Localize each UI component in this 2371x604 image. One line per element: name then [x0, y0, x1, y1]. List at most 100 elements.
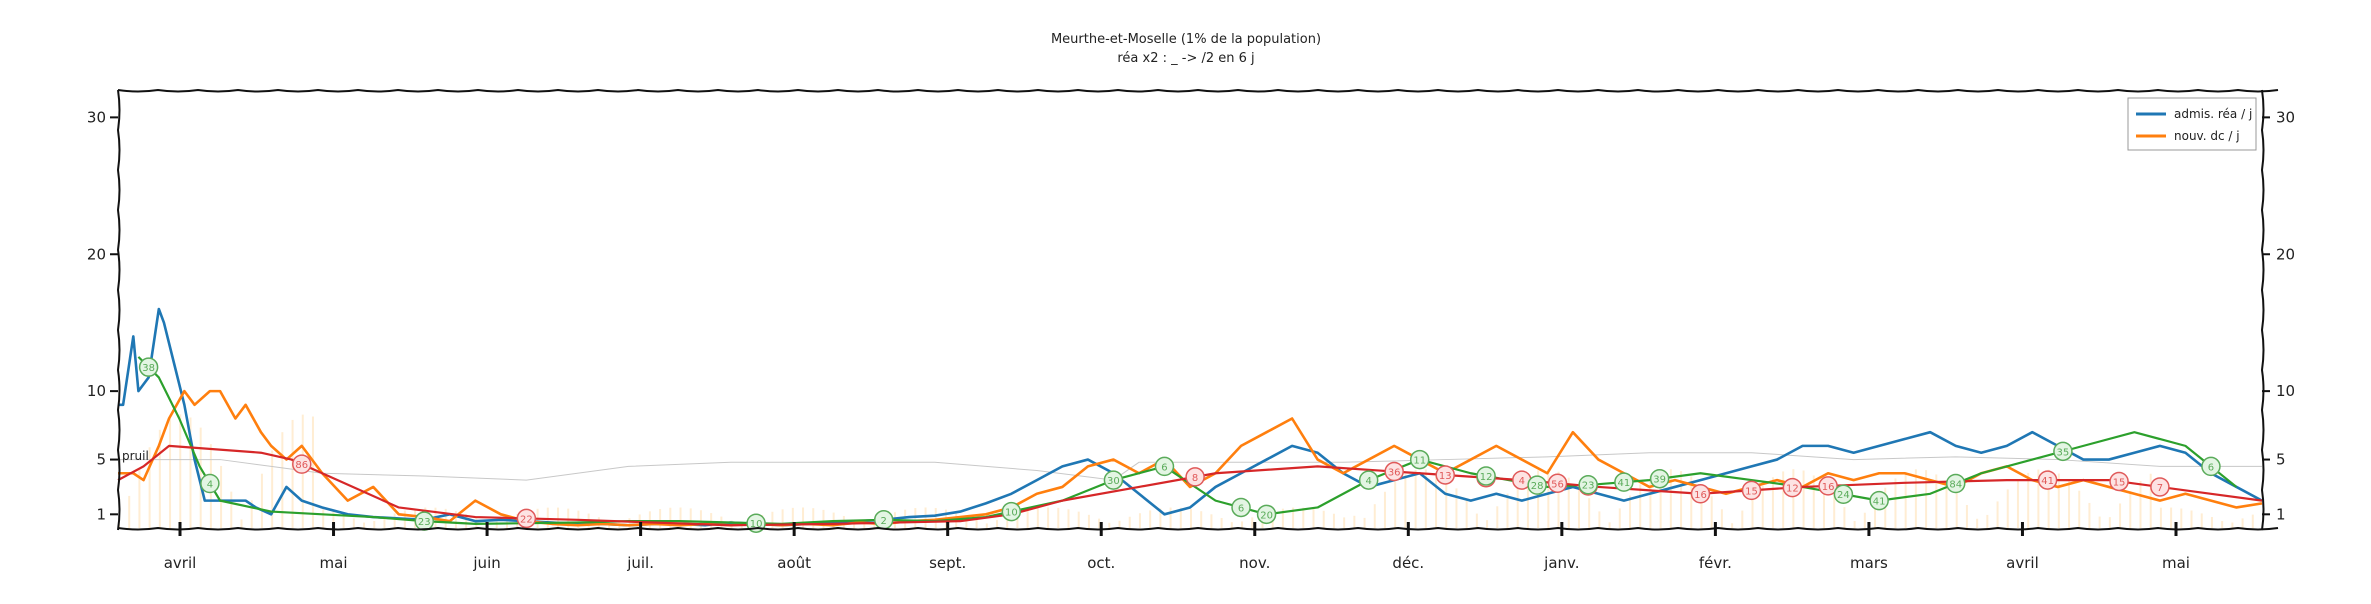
- background-bar: [1200, 511, 1203, 528]
- background-bar: [1904, 472, 1907, 528]
- background-bar: [1006, 516, 1009, 528]
- annotation-marker: [1384, 461, 1404, 482]
- annotation-label: 4: [1365, 476, 1371, 487]
- background-bar: [659, 509, 662, 528]
- annotation-marker: [2201, 456, 2221, 477]
- background-bar: [2251, 514, 2254, 528]
- background-bar: [546, 507, 549, 528]
- background-bar: [1629, 495, 1632, 528]
- y-tick-label-right: 30: [2276, 108, 2295, 126]
- annotation-label: 2: [881, 516, 887, 527]
- frame-left: [116, 89, 121, 531]
- x-tick-label: janv.: [1543, 554, 1579, 572]
- background-bar: [2180, 508, 2183, 528]
- annotation-label: 16: [1822, 482, 1835, 493]
- background-bar: [1680, 471, 1683, 528]
- annotation-marker: [1833, 484, 1854, 504]
- annotation-marker: [1649, 468, 1670, 489]
- background-bar: [1577, 486, 1580, 528]
- chart-title: Meurthe-et-Moselle (1% de la population): [1051, 32, 1321, 47]
- background-bar: [1598, 511, 1601, 528]
- annotation-marker: [2037, 470, 2058, 490]
- background-bar: [189, 417, 192, 528]
- background-bar: [1220, 518, 1223, 528]
- background-bar: [679, 507, 682, 528]
- background-bar: [965, 515, 968, 528]
- background-bar: [158, 429, 161, 528]
- annotation-label: 8: [1192, 473, 1198, 484]
- background-bar: [1639, 484, 1642, 528]
- x-tick-label: oct.: [1087, 554, 1115, 572]
- background-bar: [2221, 521, 2224, 528]
- background-bar: [1720, 509, 1723, 528]
- background-bar: [363, 522, 366, 528]
- background-bar: [179, 414, 182, 528]
- background-bar: [1618, 508, 1621, 528]
- annotation-label: 15: [2113, 477, 2126, 488]
- background-bar: [2006, 489, 2009, 528]
- background-bar: [2159, 507, 2162, 528]
- background-bar: [1874, 499, 1877, 528]
- annotation-marker: [1869, 490, 1889, 511]
- annotation-marker: [1103, 470, 1124, 490]
- background-bar: [128, 495, 131, 528]
- background-bar: [975, 519, 978, 528]
- background-bar: [342, 514, 345, 528]
- x-tick-label: nov.: [1239, 554, 1270, 572]
- background-bar: [1404, 474, 1407, 528]
- y-tick-label-left: 10: [87, 382, 106, 400]
- background-bar: [1343, 517, 1346, 528]
- annotation-marker: [200, 473, 220, 494]
- annotation-label: 38: [142, 363, 155, 374]
- y-tick-label-left: 1: [96, 505, 106, 523]
- x-tick-label: mai: [320, 554, 348, 572]
- background-bar: [1669, 469, 1672, 528]
- background-bar: [904, 509, 907, 528]
- background-bar: [1496, 506, 1499, 528]
- background-bar: [1710, 496, 1713, 528]
- background-bar: [1761, 486, 1764, 528]
- background-bar: [1190, 508, 1192, 528]
- legend-label: admis. réa / j: [2174, 107, 2252, 121]
- background-bar: [863, 523, 866, 528]
- annotation-marker: [1614, 472, 1634, 492]
- background-bar: [1210, 514, 1213, 528]
- background-bar: [1822, 483, 1825, 528]
- background-bar: [1067, 509, 1070, 528]
- background-bar: [332, 511, 335, 528]
- background-bar: [1955, 492, 1958, 528]
- frame-right: [2260, 89, 2265, 531]
- background-bar: [2098, 516, 2101, 528]
- y-tick-label-right: 20: [2276, 245, 2295, 263]
- x-tick-label: mai: [2162, 554, 2190, 572]
- background-bar: [1863, 512, 1866, 528]
- background-bar: [1149, 510, 1152, 528]
- background-bar: [1506, 493, 1509, 528]
- series-line-2: [137, 356, 2238, 525]
- annotation-marker: [1741, 480, 1762, 501]
- annotation-label: 6: [2208, 462, 2214, 473]
- x-tick-label: mars: [1850, 554, 1888, 572]
- background-bar: [373, 521, 376, 528]
- annotation-marker: [1818, 476, 1838, 496]
- frame-top: [117, 88, 2279, 93]
- background-bar: [1098, 518, 1101, 528]
- background-bar: [444, 508, 447, 528]
- background-bar: [2129, 491, 2132, 528]
- background-bar: [322, 509, 325, 528]
- background-bar: [710, 513, 713, 528]
- background-bar: [1169, 507, 1172, 528]
- annotation-marker: [1358, 470, 1379, 490]
- background-bar: [1332, 513, 1335, 528]
- background-bar: [138, 469, 141, 528]
- background-bar: [2037, 469, 2040, 528]
- background-bar: [1179, 507, 1182, 528]
- background-bar: [2016, 479, 2019, 528]
- chart-subtitle: réa x2 : _ -> /2 en 6 j: [1117, 51, 1254, 66]
- annotation-marker: [292, 454, 312, 474]
- annotation-marker: [2150, 477, 2170, 497]
- background-bar: [291, 419, 294, 528]
- annotation-label: 41: [2041, 476, 2054, 487]
- y-tick-label-left: 30: [87, 108, 106, 126]
